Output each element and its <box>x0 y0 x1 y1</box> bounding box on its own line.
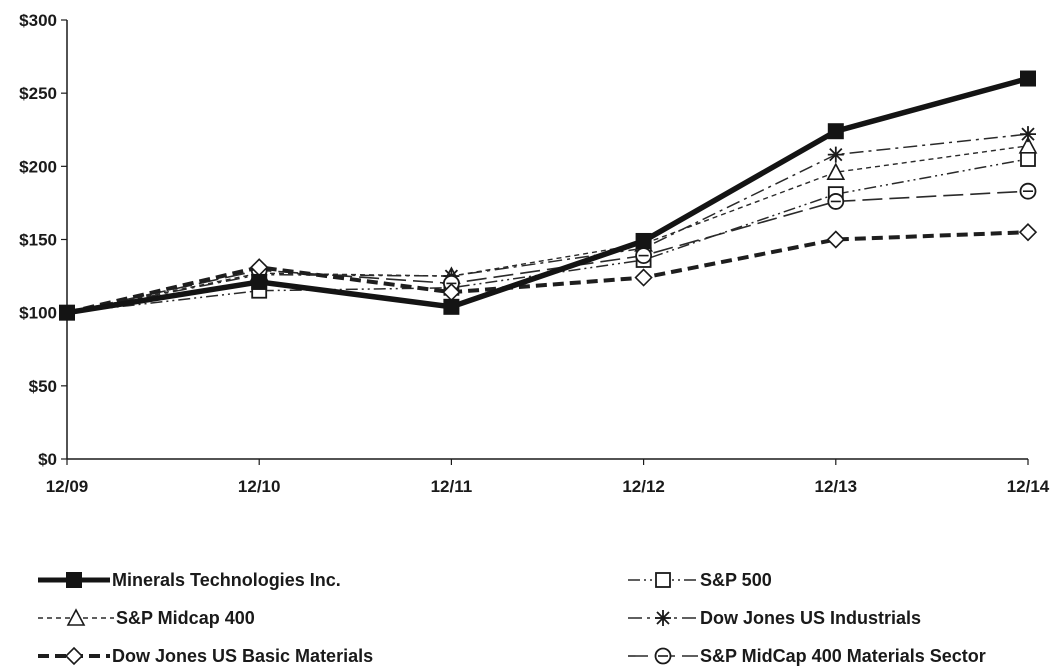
data-point-marker <box>1020 70 1036 87</box>
legend-label: S&P Midcap 400 <box>116 607 255 628</box>
legend-swatch-dow-jones-basic-materials <box>38 646 110 666</box>
series-4 <box>66 223 1038 315</box>
legend-label: S&P MidCap 400 Materials Sector <box>700 645 986 666</box>
series-5 <box>66 182 1037 314</box>
data-point-marker <box>827 146 844 163</box>
data-point-marker <box>1018 223 1038 242</box>
x-tick-label: 12/14 <box>1007 477 1050 496</box>
series-2 <box>66 136 1038 314</box>
legend-swatch-sp-500 <box>628 572 698 588</box>
legend-item-sp-midcap-400-materials: S&P MidCap 400 Materials Sector <box>626 641 986 671</box>
x-tick-label: 12/12 <box>622 477 665 496</box>
y-tick-label: $100 <box>19 304 57 323</box>
data-point-marker <box>827 123 844 140</box>
series-3 <box>66 126 1036 314</box>
y-tick-label: $50 <box>29 377 57 396</box>
series-layer <box>59 70 1038 321</box>
start-point-marker <box>59 304 75 321</box>
series-line <box>66 133 1029 314</box>
legend-marker <box>64 646 84 666</box>
y-tick-label: $150 <box>19 231 57 250</box>
data-point-marker <box>827 193 845 210</box>
legend-swatch-minerals-technologies <box>38 572 110 588</box>
legend-label: Dow Jones US Basic Materials <box>112 645 374 666</box>
legend: Minerals Technologies Inc. S&P 500 S&P M… <box>0 560 1056 667</box>
legend-marker <box>654 647 672 665</box>
data-point-marker <box>1020 126 1036 143</box>
legend-item-dow-jones-basic-materials: Dow Jones US Basic Materials <box>36 641 373 671</box>
legend-swatch-sp-midcap-400-materials <box>628 647 698 665</box>
x-tick-label: 12/13 <box>815 477 858 496</box>
line-chart: $0 $50 $100 $150 $200 $250 $300 12/09 12/10 12/11… <box>19 11 1050 496</box>
data-point-marker <box>251 273 268 290</box>
legend-swatch-sp-midcap-400 <box>38 608 114 626</box>
y-tick-label: $250 <box>19 84 57 103</box>
data-point-marker <box>635 247 652 264</box>
x-tick-label: 12/10 <box>238 477 281 496</box>
series-line <box>66 75 1029 316</box>
data-point-marker <box>1020 151 1036 167</box>
legend-label: Dow Jones US Industrials <box>700 607 922 628</box>
legend-marker <box>655 610 671 626</box>
legend-swatch-dow-jones-industrials <box>628 610 698 626</box>
legend-item-dow-jones-industrials: Dow Jones US Industrials <box>626 603 921 633</box>
legend-item-sp-midcap-400: S&P Midcap 400 <box>36 603 255 633</box>
data-point-marker <box>634 268 653 287</box>
tick-labels: $0 $50 $100 $150 $200 $250 $300 12/09 12/10 12/11… <box>19 11 1050 496</box>
legend-label: Minerals Technologies Inc. <box>112 569 341 590</box>
series-line <box>66 145 1029 314</box>
y-tick-label: $0 <box>38 450 57 469</box>
x-tick-label: 12/09 <box>46 477 89 496</box>
series-0 <box>66 70 1036 316</box>
y-tick-label: $300 <box>19 11 57 30</box>
legend-item-minerals-technologies: Minerals Technologies Inc. <box>36 565 341 595</box>
legend-label: S&P 500 <box>700 569 772 590</box>
legend-item-sp-500: S&P 500 <box>626 565 772 595</box>
legend-marker <box>66 572 82 588</box>
x-tick-label: 12/11 <box>431 477 473 496</box>
data-point-marker <box>826 162 846 180</box>
data-point-marker <box>1018 136 1038 154</box>
y-tick-label: $200 <box>19 157 57 176</box>
series-line <box>66 190 1029 314</box>
legend-marker <box>655 572 671 588</box>
legend-marker <box>66 608 86 626</box>
data-point-marker <box>1019 182 1037 200</box>
data-point-marker <box>443 298 460 315</box>
axes <box>61 19 1029 465</box>
data-point-marker <box>635 232 652 249</box>
data-point-marker <box>826 230 845 249</box>
